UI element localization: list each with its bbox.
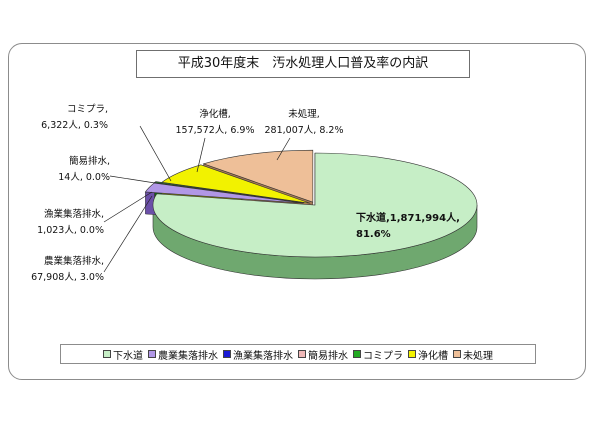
legend-item--: コミプラ [353, 347, 403, 362]
legend-label: 漁業集落排水 [233, 350, 293, 362]
data-label--: 浄化槽, 157,572人, 6.9% [176, 108, 255, 136]
legend-item--: 簡易排水 [298, 347, 348, 362]
legend-label: コミプラ [363, 350, 403, 362]
legend-swatch [223, 350, 231, 358]
leader-line-- [196, 137, 206, 173]
leader-line-- [139, 125, 172, 182]
legend-label: 浄化槽 [418, 350, 448, 362]
legend-item--: 農業集落排水 [148, 347, 218, 362]
leader-line-- [109, 175, 156, 184]
data-label--: コミプラ, 6,322人, 0.3% [41, 104, 108, 131]
legend-item--: 未処理 [453, 347, 493, 362]
legend-swatch [148, 350, 156, 358]
legend-swatch [453, 350, 461, 358]
legend-item--: 漁業集落排水 [223, 347, 293, 362]
legend: 下水道 農業集落排水 漁業集落排水 簡易排水 コミプラ 浄化槽 未処理 [60, 344, 536, 364]
legend-swatch [298, 350, 306, 358]
data-label--: 下水道,1,871,994人, 81.6% [356, 211, 460, 240]
legend-swatch [408, 350, 416, 358]
pie-slice-- [202, 149, 314, 203]
leader-line-- [103, 191, 153, 223]
pie-tops [144, 149, 478, 258]
data-label--: 未処理, 281,007人, 8.2% [265, 108, 344, 136]
data-labels: 下水道,1,871,994人, 81.6% 農業集落排水, 67,908人, 3.0%… [31, 104, 460, 283]
legend-item--: 下水道 [103, 347, 143, 362]
data-label--: 農業集落排水, 67,908人, 3.0% [31, 255, 104, 283]
data-label--: 漁業集落排水, 1,023人, 0.0% [37, 208, 104, 236]
leader-line-- [103, 195, 153, 273]
pie-slice-- [152, 152, 478, 258]
legend-label: 簡易排水 [308, 350, 348, 362]
legend-label: 下水道 [113, 350, 143, 362]
legend-label: 未処理 [463, 350, 493, 362]
data-label--: 簡易排水, 14人, 0.0% [58, 155, 110, 183]
leader-lines [103, 125, 291, 273]
legend-swatch [353, 350, 361, 358]
chart-title: 平成30年度末 汚水処理人口普及率の内訳 [136, 50, 470, 78]
legend-swatch [103, 350, 111, 358]
leader-line-- [276, 137, 291, 161]
legend-label: 農業集落排水 [158, 350, 218, 362]
legend-item--: 浄化槽 [408, 347, 448, 362]
pie-slice-- [161, 164, 311, 204]
